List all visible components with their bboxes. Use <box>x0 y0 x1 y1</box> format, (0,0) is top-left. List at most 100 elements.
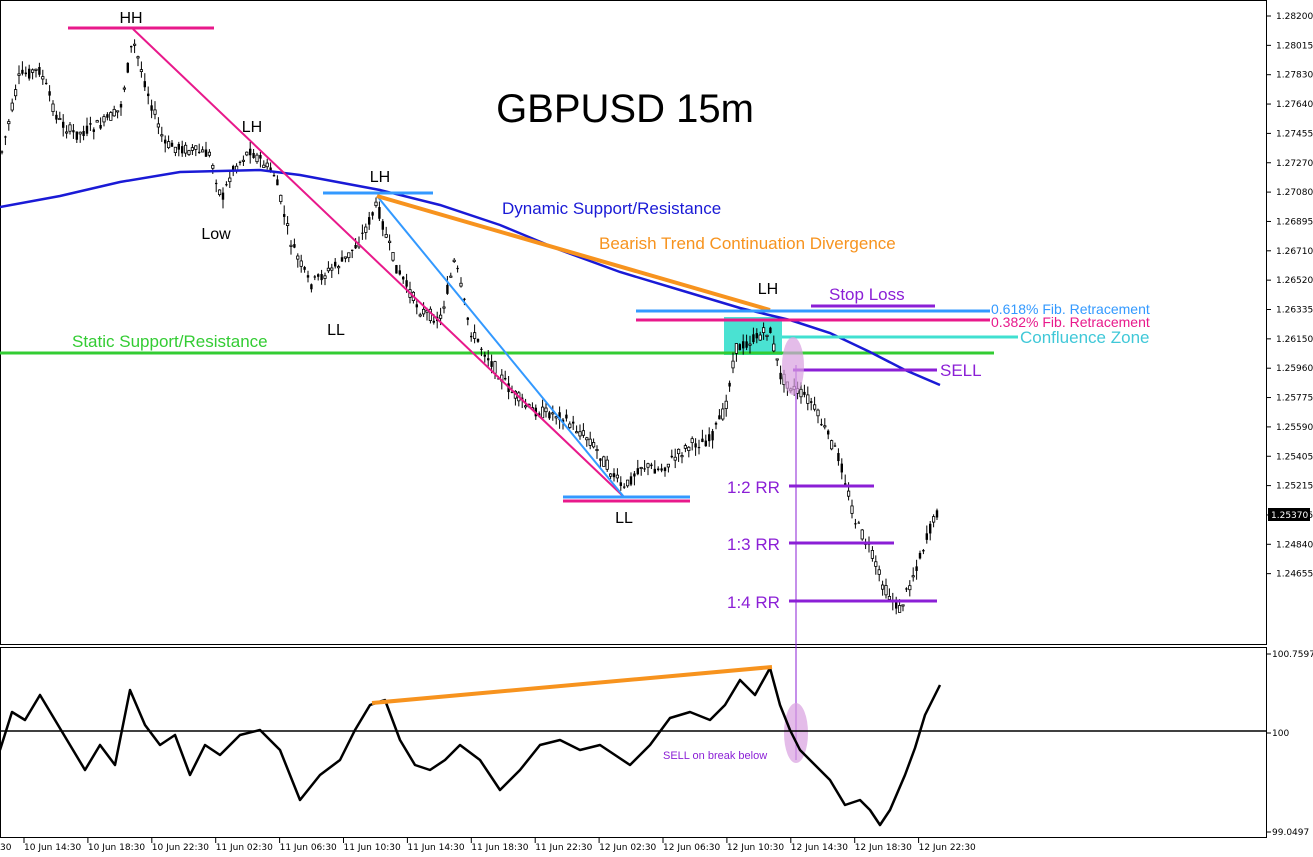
candle-body-bear <box>538 413 541 417</box>
label-lh-1: LH <box>242 119 262 136</box>
oscillator-tick-label: 99.0497 <box>1272 828 1309 838</box>
candle-body-bear <box>803 391 806 395</box>
candle-body-bear <box>752 334 755 343</box>
candle-body-bull <box>595 449 599 452</box>
candle-body-bull <box>194 145 198 150</box>
candle-body-bull <box>265 162 269 168</box>
candle-body-bear <box>929 523 932 534</box>
candle-body-bear <box>548 412 551 419</box>
price-tick-label: 1.26335 <box>1276 306 1313 316</box>
label-rr3: 1:3 RR <box>727 535 780 554</box>
candle-body-bear <box>405 280 408 287</box>
label-lh-3: LH <box>758 281 778 298</box>
candle-body-bull <box>813 404 817 410</box>
candle-body-bear <box>701 438 704 443</box>
candle-body-bull <box>421 308 426 315</box>
price-tick-label: 1.27830 <box>1276 71 1313 81</box>
candle-body-bear <box>269 167 272 171</box>
candle-body-bear <box>4 136 7 138</box>
candle-body-bull <box>452 259 456 262</box>
price-tick-label: 1.26150 <box>1276 335 1313 345</box>
candle-body-bull <box>615 474 620 479</box>
candle-body-bear <box>415 304 418 308</box>
candle-body-bull <box>112 108 116 117</box>
candle-body-bear <box>232 165 235 170</box>
candle-body-bull <box>65 131 69 134</box>
candle-body-bull <box>544 407 548 413</box>
candle-body-bear <box>446 284 449 294</box>
candle-body-bear <box>249 148 252 156</box>
candle-body-bear <box>310 284 313 290</box>
candle-body-bull <box>109 112 113 121</box>
price-tick-label: 1.27640 <box>1276 100 1313 110</box>
candle-body-bear <box>198 151 201 153</box>
time-tick-label: 12 Jun 14:30 <box>791 843 848 853</box>
candle-body-bear <box>170 142 174 147</box>
candle-body-bear <box>92 129 95 132</box>
candle-body-bull <box>758 334 762 341</box>
candle-body-bear <box>463 298 466 300</box>
candle-body-bull <box>173 146 177 153</box>
candle-body-bull <box>459 282 463 287</box>
candle-body-bull <box>806 394 810 404</box>
current-price-tag <box>1268 508 1310 521</box>
candle-body-bear <box>895 599 898 609</box>
candle-body-bull <box>153 109 157 115</box>
candle-body-bear <box>663 467 667 472</box>
time-tick-label: 11 Jun 10:30 <box>344 843 401 853</box>
candle-body-bear <box>660 468 663 471</box>
price-tick-label: 1.27455 <box>1276 129 1313 139</box>
candle-body-bear <box>670 455 673 458</box>
candle-body-bull <box>626 479 630 487</box>
candle-body-bear <box>72 130 75 133</box>
candle-body-bear <box>905 588 908 590</box>
price-panel-frame <box>0 0 1267 645</box>
candle-body-bull <box>881 584 885 590</box>
candle-body-bear <box>371 212 374 216</box>
candle-body-bull <box>847 490 851 497</box>
candle-body-bull <box>850 505 854 514</box>
candle-body-bear <box>99 124 102 129</box>
candle-body-bear <box>126 62 129 73</box>
label-low: Low <box>201 226 231 243</box>
candle-body-bull <box>343 256 348 259</box>
candle-body-bear <box>354 245 357 249</box>
label-rr2: 1:2 RR <box>727 478 780 497</box>
time-tick-label: 11 Jun 02:30 <box>216 843 273 853</box>
label-sell-break: SELL on break below <box>663 750 767 762</box>
candle-body-bull <box>673 456 677 461</box>
candle-body-bull <box>200 149 205 153</box>
candle-body-bull <box>911 575 915 578</box>
candle-body-bull <box>211 165 215 169</box>
candle-body-bull <box>156 123 160 128</box>
price-tick-label: 1.25405 <box>1276 452 1313 462</box>
candle-body-bull <box>524 405 528 408</box>
candle-body-bear <box>334 261 337 267</box>
candle-body-bull <box>592 442 596 448</box>
candle-body-bear <box>490 361 493 367</box>
candle-body-bear <box>504 377 507 380</box>
candle-body-bull <box>241 159 245 162</box>
candle-body-bear <box>215 182 218 185</box>
label-rr4: 1:4 RR <box>727 593 780 612</box>
candle-body-bear <box>317 274 320 277</box>
candle-body-bear <box>143 81 146 88</box>
candle-body-bull <box>323 275 327 279</box>
candle-body-bear <box>21 69 24 74</box>
candle-body-bear <box>619 482 622 486</box>
candle-body-bull <box>245 151 249 156</box>
candle-body-bull <box>541 406 545 419</box>
candle-body-bear <box>857 522 860 524</box>
candle-body-bear <box>150 105 153 111</box>
candle-body-bear <box>361 232 364 234</box>
candle-body-bull <box>605 459 609 470</box>
candle-body-bear <box>351 249 354 251</box>
price-tick-label: 1.25960 <box>1276 364 1313 374</box>
price-tick-label: 1.25215 <box>1276 482 1313 492</box>
sell-ellipse-price <box>782 337 804 395</box>
candle-body-bull <box>347 252 351 259</box>
candle-body-bear <box>820 423 823 426</box>
time-tick-label: 10 Jun 14:30 <box>24 843 81 853</box>
candle-body-bear <box>653 468 656 474</box>
candle-body-bear <box>470 335 473 338</box>
